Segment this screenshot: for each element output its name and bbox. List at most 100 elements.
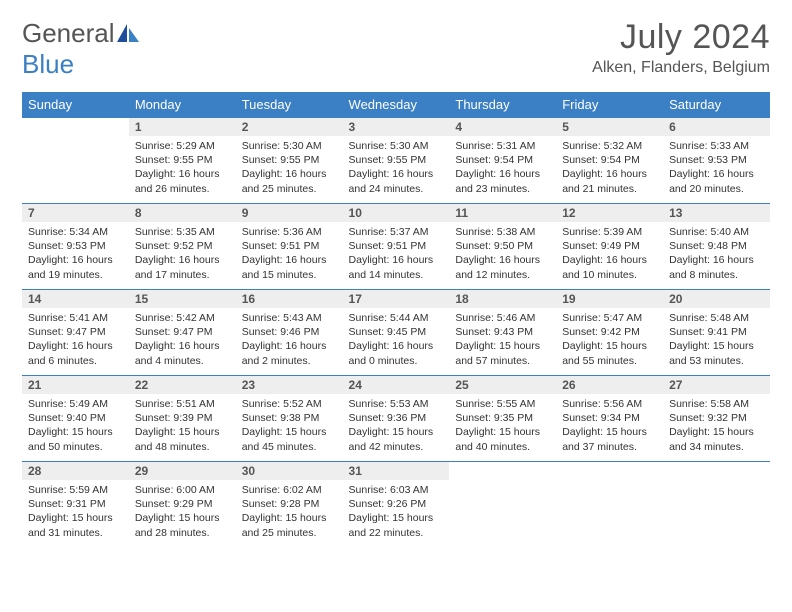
- day-detail-line: Sunset: 9:50 PM: [455, 239, 550, 253]
- day-detail: Sunrise: 5:39 AMSunset: 9:49 PMDaylight:…: [556, 222, 663, 288]
- day-detail-line: Daylight: 15 hours: [28, 511, 123, 525]
- day-header-tuesday: Tuesday: [236, 92, 343, 118]
- calendar-day-cell: 14Sunrise: 5:41 AMSunset: 9:47 PMDayligh…: [22, 290, 129, 376]
- brand-sail-icon: [115, 20, 141, 42]
- day-number: 21: [22, 376, 129, 394]
- day-detail-line: Sunset: 9:41 PM: [669, 325, 764, 339]
- day-detail-line: and 0 minutes.: [349, 354, 444, 368]
- day-detail-line: Sunset: 9:31 PM: [28, 497, 123, 511]
- day-detail-line: Sunrise: 5:58 AM: [669, 397, 764, 411]
- day-number: 28: [22, 462, 129, 480]
- day-detail-line: Daylight: 15 hours: [669, 339, 764, 353]
- day-detail-line: Sunrise: 6:00 AM: [135, 483, 230, 497]
- calendar-day-cell: 12Sunrise: 5:39 AMSunset: 9:49 PMDayligh…: [556, 204, 663, 290]
- day-detail-line: Sunrise: 5:37 AM: [349, 225, 444, 239]
- page-subtitle: Alken, Flanders, Belgium: [592, 59, 770, 77]
- day-detail-line: Sunrise: 5:36 AM: [242, 225, 337, 239]
- calendar-day-cell: 6Sunrise: 5:33 AMSunset: 9:53 PMDaylight…: [663, 118, 770, 204]
- day-detail-line: Daylight: 15 hours: [669, 425, 764, 439]
- calendar-day-cell: 17Sunrise: 5:44 AMSunset: 9:45 PMDayligh…: [343, 290, 450, 376]
- day-detail-line: and 34 minutes.: [669, 440, 764, 454]
- day-detail-line: Sunrise: 5:30 AM: [242, 139, 337, 153]
- day-detail-line: Sunset: 9:28 PM: [242, 497, 337, 511]
- calendar-day-cell: 3Sunrise: 5:30 AMSunset: 9:55 PMDaylight…: [343, 118, 450, 204]
- day-detail-line: Sunrise: 5:31 AM: [455, 139, 550, 153]
- calendar-day-cell: 19Sunrise: 5:47 AMSunset: 9:42 PMDayligh…: [556, 290, 663, 376]
- day-number: 26: [556, 376, 663, 394]
- day-detail-line: Daylight: 16 hours: [455, 167, 550, 181]
- day-detail: Sunrise: 5:49 AMSunset: 9:40 PMDaylight:…: [22, 394, 129, 460]
- day-detail-line: and 17 minutes.: [135, 268, 230, 282]
- day-detail-line: and 42 minutes.: [349, 440, 444, 454]
- brand-part2: Blue: [22, 49, 74, 79]
- calendar-day-cell: 21Sunrise: 5:49 AMSunset: 9:40 PMDayligh…: [22, 376, 129, 462]
- day-detail-line: Sunrise: 5:47 AM: [562, 311, 657, 325]
- day-detail-line: Sunset: 9:54 PM: [562, 153, 657, 167]
- day-detail-line: Daylight: 16 hours: [242, 253, 337, 267]
- day-number: 13: [663, 204, 770, 222]
- day-number: 25: [449, 376, 556, 394]
- day-detail: Sunrise: 5:52 AMSunset: 9:38 PMDaylight:…: [236, 394, 343, 460]
- day-detail-line: Sunrise: 5:33 AM: [669, 139, 764, 153]
- calendar-day-cell: 29Sunrise: 6:00 AMSunset: 9:29 PMDayligh…: [129, 462, 236, 548]
- calendar-day-cell: 18Sunrise: 5:46 AMSunset: 9:43 PMDayligh…: [449, 290, 556, 376]
- calendar-table: SundayMondayTuesdayWednesdayThursdayFrid…: [22, 92, 770, 548]
- day-detail-line: Daylight: 16 hours: [135, 339, 230, 353]
- day-number: 20: [663, 290, 770, 308]
- day-detail-line: Sunrise: 6:03 AM: [349, 483, 444, 497]
- calendar-day-cell: 31Sunrise: 6:03 AMSunset: 9:26 PMDayligh…: [343, 462, 450, 548]
- day-detail: Sunrise: 5:59 AMSunset: 9:31 PMDaylight:…: [22, 480, 129, 546]
- title-block: July 2024 Alken, Flanders, Belgium: [592, 18, 770, 77]
- day-detail-line: Sunset: 9:26 PM: [349, 497, 444, 511]
- day-detail-line: Sunset: 9:42 PM: [562, 325, 657, 339]
- day-number: 1: [129, 118, 236, 136]
- day-header-monday: Monday: [129, 92, 236, 118]
- day-detail-line: and 6 minutes.: [28, 354, 123, 368]
- day-detail-line: Sunset: 9:55 PM: [135, 153, 230, 167]
- day-detail-line: Daylight: 16 hours: [349, 339, 444, 353]
- calendar-day-cell: 9Sunrise: 5:36 AMSunset: 9:51 PMDaylight…: [236, 204, 343, 290]
- page-header: GeneralBlue July 2024 Alken, Flanders, B…: [22, 18, 770, 80]
- day-detail: Sunrise: 5:30 AMSunset: 9:55 PMDaylight:…: [343, 136, 450, 202]
- day-number: 3: [343, 118, 450, 136]
- calendar-week-row: 1Sunrise: 5:29 AMSunset: 9:55 PMDaylight…: [22, 118, 770, 204]
- calendar-day-cell: 8Sunrise: 5:35 AMSunset: 9:52 PMDaylight…: [129, 204, 236, 290]
- day-number: 4: [449, 118, 556, 136]
- day-detail: Sunrise: 5:32 AMSunset: 9:54 PMDaylight:…: [556, 136, 663, 202]
- calendar-head: SundayMondayTuesdayWednesdayThursdayFrid…: [22, 92, 770, 118]
- calendar-day-cell: 23Sunrise: 5:52 AMSunset: 9:38 PMDayligh…: [236, 376, 343, 462]
- day-detail-line: Daylight: 16 hours: [28, 339, 123, 353]
- day-detail-line: Sunset: 9:55 PM: [242, 153, 337, 167]
- calendar-day-cell: 20Sunrise: 5:48 AMSunset: 9:41 PMDayligh…: [663, 290, 770, 376]
- day-detail-line: Sunset: 9:49 PM: [562, 239, 657, 253]
- day-detail-line: Daylight: 16 hours: [349, 167, 444, 181]
- day-detail-line: Sunrise: 5:40 AM: [669, 225, 764, 239]
- brand-part1: General: [22, 18, 115, 48]
- day-detail: Sunrise: 5:40 AMSunset: 9:48 PMDaylight:…: [663, 222, 770, 288]
- calendar-week-row: 7Sunrise: 5:34 AMSunset: 9:53 PMDaylight…: [22, 204, 770, 290]
- day-detail-line: Sunrise: 5:59 AM: [28, 483, 123, 497]
- day-number: 24: [343, 376, 450, 394]
- day-detail-line: Daylight: 16 hours: [562, 167, 657, 181]
- day-detail-line: Daylight: 15 hours: [349, 511, 444, 525]
- day-number: 7: [22, 204, 129, 222]
- calendar-day-cell: 15Sunrise: 5:42 AMSunset: 9:47 PMDayligh…: [129, 290, 236, 376]
- day-detail-line: Sunrise: 5:32 AM: [562, 139, 657, 153]
- day-detail: Sunrise: 5:29 AMSunset: 9:55 PMDaylight:…: [129, 136, 236, 202]
- calendar-body: 1Sunrise: 5:29 AMSunset: 9:55 PMDaylight…: [22, 118, 770, 548]
- day-detail-line: and 15 minutes.: [242, 268, 337, 282]
- calendar-day-cell: 2Sunrise: 5:30 AMSunset: 9:55 PMDaylight…: [236, 118, 343, 204]
- day-header-row: SundayMondayTuesdayWednesdayThursdayFrid…: [22, 92, 770, 118]
- day-detail-line: Sunset: 9:51 PM: [242, 239, 337, 253]
- day-detail: Sunrise: 5:47 AMSunset: 9:42 PMDaylight:…: [556, 308, 663, 374]
- day-detail: Sunrise: 5:56 AMSunset: 9:34 PMDaylight:…: [556, 394, 663, 460]
- day-number: 27: [663, 376, 770, 394]
- day-detail-line: Daylight: 16 hours: [135, 253, 230, 267]
- calendar-day-cell: 7Sunrise: 5:34 AMSunset: 9:53 PMDaylight…: [22, 204, 129, 290]
- day-detail: Sunrise: 5:31 AMSunset: 9:54 PMDaylight:…: [449, 136, 556, 202]
- day-detail-line: Sunset: 9:53 PM: [669, 153, 764, 167]
- calendar-day-cell: 4Sunrise: 5:31 AMSunset: 9:54 PMDaylight…: [449, 118, 556, 204]
- day-detail-line: Sunset: 9:46 PM: [242, 325, 337, 339]
- day-detail-line: and 10 minutes.: [562, 268, 657, 282]
- day-number: 2: [236, 118, 343, 136]
